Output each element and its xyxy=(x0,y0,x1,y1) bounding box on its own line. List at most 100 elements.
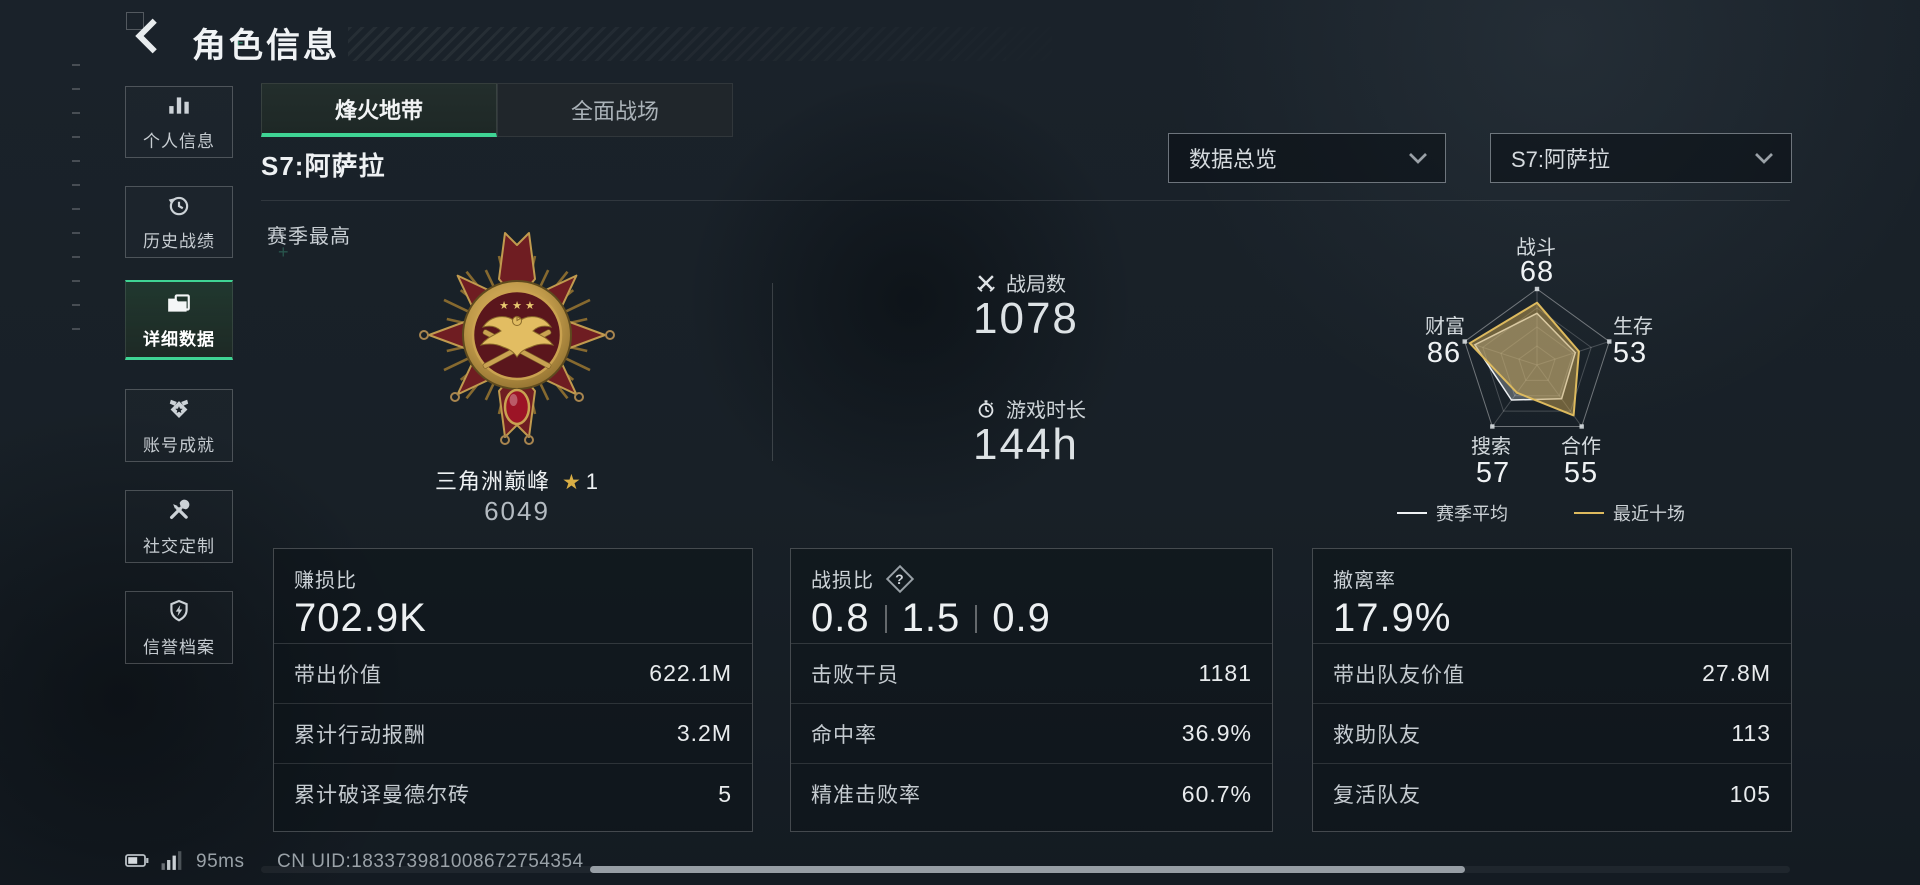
stat-label: 精准击败率 xyxy=(811,784,921,807)
history-clock-icon xyxy=(168,196,189,216)
section-divider xyxy=(261,200,1790,201)
tab-label: 烽火地带 xyxy=(334,97,423,123)
crossed-swords-icon xyxy=(977,274,995,292)
data-overview-dropdown[interactable]: 数据总览 xyxy=(1168,133,1446,183)
stat-value: 105 xyxy=(1729,780,1771,807)
sidebar-item-achievements[interactable]: 账号成就 xyxy=(125,389,233,462)
playtime-value: 144h xyxy=(973,420,1079,469)
sidebar-item-label: 历史战绩 xyxy=(143,232,215,251)
legend-season-average: 赛季平均 xyxy=(1397,500,1508,526)
stat-value: 60.7% xyxy=(1181,780,1252,807)
card-header: 战损比 ? 0.8 1.5 0.9 xyxy=(791,549,1272,644)
bar-chart-icon xyxy=(169,97,189,114)
stat-row: 带出价值 622.1M xyxy=(274,644,752,704)
card-title: 撤离率 xyxy=(1333,570,1396,592)
rank-star-level: 1 xyxy=(585,469,600,494)
season-best-label: 赛季最高 xyxy=(267,226,351,248)
back-button[interactable] xyxy=(130,16,170,56)
playtime-label: 游戏时长 xyxy=(1006,400,1086,422)
dropdown-value: 数据总览 xyxy=(1189,147,1278,172)
sidebar-item-detailed-data[interactable]: 详细数据 xyxy=(125,280,233,360)
card-big-value: 17.9% xyxy=(1333,596,1452,640)
signal-bars-icon xyxy=(161,851,182,870)
radar-value-coop: 55 xyxy=(1563,457,1599,489)
value-separator xyxy=(884,605,887,633)
sidebar-item-reputation[interactable]: 信誉档案 xyxy=(125,591,233,664)
tools-icon xyxy=(170,499,190,519)
ping-value: 95ms xyxy=(196,851,245,872)
plus-marker-decoration: + xyxy=(278,242,289,262)
sidebar-item-label: 信誉档案 xyxy=(143,637,215,657)
stat-value: 3.2M xyxy=(676,720,732,746)
stat-row: 救助队友 113 xyxy=(1313,704,1791,764)
back-arrow-icon xyxy=(135,18,157,54)
legend-recent-ten: 最近十场 xyxy=(1574,500,1685,526)
stat-label: 救助队友 xyxy=(1333,723,1421,747)
tick-column-decoration xyxy=(72,64,80,336)
rank-name: 三角洲巅峰 xyxy=(434,469,550,494)
sidebar-item-social[interactable]: 社交定制 xyxy=(125,490,233,563)
medal-eagle xyxy=(479,315,555,358)
card-header: 赚损比 702.9K xyxy=(274,549,752,644)
tab-label: 全面战场 xyxy=(570,99,659,124)
radar-axis-wealth: 财富 xyxy=(1425,316,1465,338)
radar-value-survival: 53 xyxy=(1612,337,1648,369)
stat-value: 5 xyxy=(718,780,732,807)
stat-row: 累计破译曼德尔砖 5 xyxy=(274,764,752,824)
stat-label: 击败干员 xyxy=(811,663,899,687)
sidebar-item-history[interactable]: 历史战绩 xyxy=(125,186,233,258)
dropdown-value: S7:阿萨拉 xyxy=(1511,147,1611,172)
svg-text:★ ★ ★: ★ ★ ★ xyxy=(499,300,535,312)
stat-label: 累计行动报酬 xyxy=(294,723,426,747)
tab-fire-zone[interactable]: 烽火地带 xyxy=(261,83,497,137)
rank-medal-image: ★ ★ ★ xyxy=(419,232,615,445)
matches-value: 1078 xyxy=(973,294,1079,343)
extraction-rate-card: 撤离率 17.9% 带出队友价值 27.8M 救助队友 113 复活队友 105 xyxy=(1312,548,1792,832)
kd-value-2: 1.5 xyxy=(901,596,961,640)
legend-line-gold xyxy=(1574,512,1604,514)
stat-value: 1181 xyxy=(1198,660,1252,686)
legend-label: 最近十场 xyxy=(1613,504,1685,524)
stat-row: 复活队友 105 xyxy=(1313,764,1791,824)
card-title: 战损比 xyxy=(811,570,874,592)
value-separator xyxy=(975,605,978,633)
stat-label: 复活队友 xyxy=(1333,784,1421,807)
stat-label: 带出队友价值 xyxy=(1333,663,1465,687)
stat-row: 精准击败率 60.7% xyxy=(791,764,1272,824)
uid-text: CN UID:183373981008672754354 xyxy=(277,851,584,872)
radar-axis-coop: 合作 xyxy=(1561,436,1601,458)
sidebar-item-label: 账号成就 xyxy=(143,435,215,455)
sidebar-item-label: 社交定制 xyxy=(143,536,215,556)
profit-loss-card: 赚损比 702.9K 带出价值 622.1M 累计行动报酬 3.2M 累计破译曼… xyxy=(273,548,753,832)
season-dropdown[interactable]: S7:阿萨拉 xyxy=(1490,133,1792,183)
radar-axis-combat: 战斗 xyxy=(1516,237,1556,259)
stat-value: 113 xyxy=(1731,720,1771,746)
rank-score: 6049 xyxy=(484,496,550,526)
shield-lightning-icon xyxy=(170,599,188,622)
sidebar-item-personal-info[interactable]: 个人信息 xyxy=(125,86,233,158)
scrollbar-thumb[interactable] xyxy=(590,866,1465,873)
stat-row: 累计行动报酬 3.2M xyxy=(274,704,752,764)
chevron-down-icon xyxy=(1409,153,1427,164)
page-title: 角色信息 xyxy=(192,27,340,65)
legend-line-white xyxy=(1397,512,1427,514)
kd-value-1: 0.8 xyxy=(811,596,870,640)
playtime-stat-header: 游戏时长 xyxy=(975,394,1086,423)
stat-value: 622.1M xyxy=(649,660,732,686)
help-icon[interactable]: ? xyxy=(885,564,915,593)
card-big-value: 0.8 1.5 0.9 xyxy=(811,596,1252,641)
tab-full-battlefield[interactable]: 全面战场 xyxy=(497,83,733,137)
radar-value-search: 57 xyxy=(1475,457,1511,489)
card-big-value: 702.9K xyxy=(294,596,427,640)
vertical-divider xyxy=(772,283,773,461)
achievement-badge-icon xyxy=(169,399,189,418)
corner-square-decoration xyxy=(126,12,144,30)
stat-row: 带出队友价值 27.8M xyxy=(1313,644,1791,704)
sidebar-item-label: 个人信息 xyxy=(143,132,215,151)
stat-value: 36.9% xyxy=(1181,720,1252,746)
stat-value: 27.8M xyxy=(1702,660,1771,686)
kd-value-3: 0.9 xyxy=(992,596,1051,640)
stat-label: 累计破译曼德尔砖 xyxy=(294,784,470,807)
battery-icon xyxy=(125,854,149,867)
